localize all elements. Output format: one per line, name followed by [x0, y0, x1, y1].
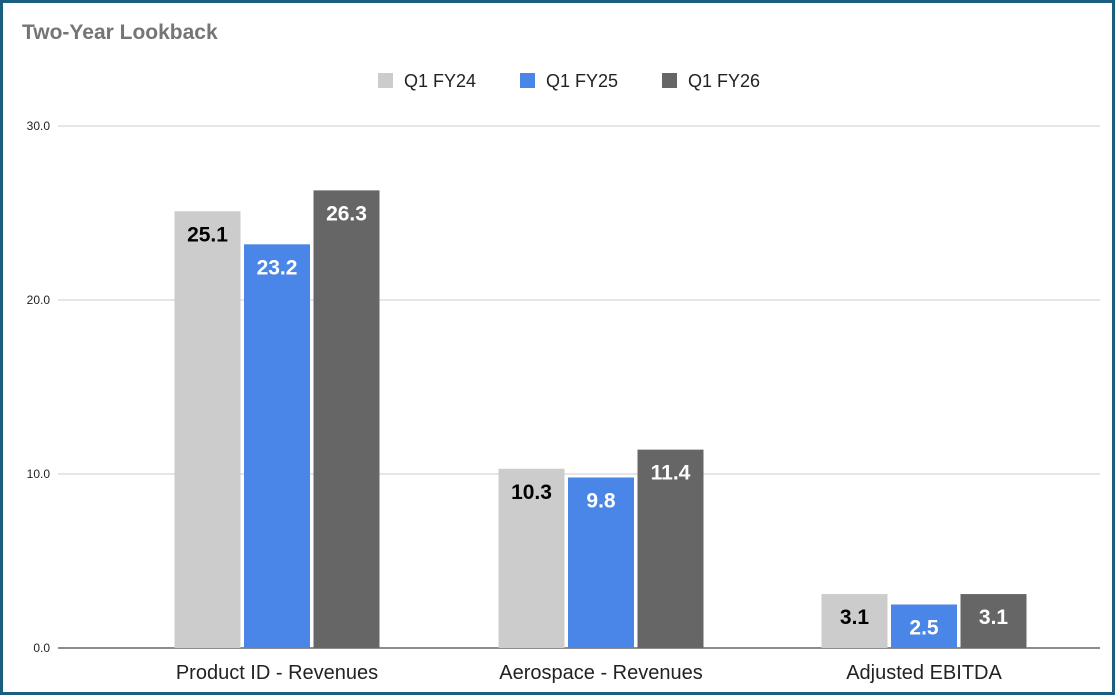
legend-label: Q1 FY25	[546, 71, 618, 91]
data-label: 10.3	[511, 481, 552, 504]
bar[interactable]	[174, 211, 241, 648]
y-tick-label: 10.0	[27, 467, 51, 481]
data-label: 25.1	[187, 223, 228, 246]
bar[interactable]	[498, 468, 565, 648]
bar[interactable]	[637, 449, 704, 648]
x-tick-label: Aerospace - Revenues	[499, 662, 702, 684]
bar[interactable]	[891, 604, 957, 649]
x-tick-label: Product ID - Revenues	[176, 662, 378, 684]
data-label: 3.1	[840, 606, 870, 629]
data-label: 2.5	[909, 617, 939, 640]
bar[interactable]	[568, 477, 634, 648]
y-tick-label: 20.0	[27, 293, 51, 307]
x-tick-label: Adjusted EBITDA	[846, 662, 1002, 684]
y-tick-label: 30.0	[27, 119, 51, 133]
legend-label: Q1 FY24	[404, 71, 476, 91]
legend-swatch	[662, 73, 677, 88]
bar[interactable]	[313, 190, 380, 648]
legend-label: Q1 FY26	[688, 71, 760, 91]
bar[interactable]	[960, 594, 1027, 648]
data-label: 23.2	[257, 256, 298, 279]
y-tick-label: 0.0	[33, 641, 50, 655]
legend-swatch	[520, 73, 535, 88]
data-label: 26.3	[326, 202, 367, 225]
legend-swatch	[378, 73, 393, 88]
data-label: 3.1	[979, 606, 1009, 629]
bar[interactable]	[244, 244, 310, 648]
data-label: 9.8	[586, 489, 616, 512]
chart-title: Two-Year Lookback	[22, 21, 218, 44]
bar[interactable]	[821, 594, 888, 648]
data-label: 11.4	[651, 462, 691, 485]
